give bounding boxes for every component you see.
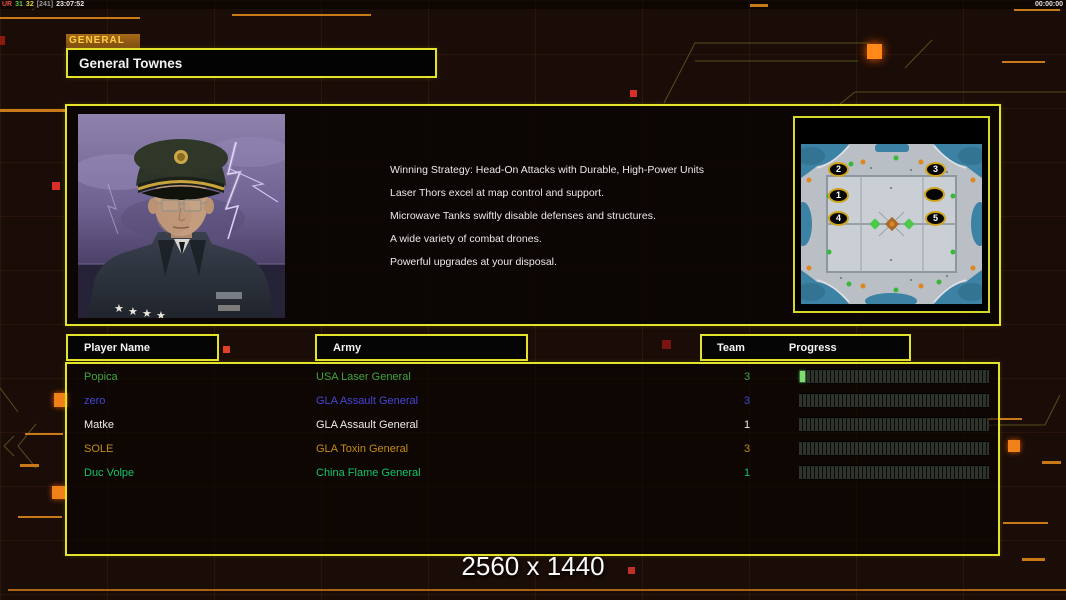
strategy-line: Winning Strategy: Head-On Attacks with D… — [390, 164, 704, 176]
general-portrait: ★ ★ ★ ★ — [72, 114, 290, 322]
fps-overlay: UR 31 32 [241] 23:07:52 — [2, 1, 84, 8]
deco-line — [987, 418, 1022, 420]
deco-line — [750, 4, 768, 7]
player-team: 1 — [743, 466, 751, 479]
svg-text:★: ★ — [128, 305, 138, 318]
strategy-line: Laser Thors excel at map control and sup… — [390, 187, 605, 199]
minimap-position-marker — [924, 187, 945, 202]
top-strip — [0, 0, 1066, 9]
player-name: Matke — [84, 418, 114, 431]
deco-square — [52, 486, 65, 499]
player-name: Popica — [84, 370, 118, 383]
header-player-name: Player Name — [66, 334, 219, 361]
player-team: 3 — [743, 394, 751, 407]
deco-line — [1022, 558, 1045, 561]
player-team: 3 — [743, 442, 751, 455]
player-name: zero — [84, 394, 106, 407]
load-progress-bar — [799, 369, 989, 384]
player-army: GLA Assault General — [316, 418, 419, 431]
player-army: GLA Toxin General — [316, 442, 409, 455]
player-row: zero GLA Assault General 3 — [67, 389, 998, 412]
game-timer: 00:00:00 — [1034, 1, 1063, 8]
minimap-position-marker: 1 — [828, 188, 849, 203]
load-progress-bar — [799, 393, 989, 408]
minimap-position-marker: 3 — [925, 162, 946, 177]
header-army-label: Army — [333, 341, 362, 354]
minimap-panel: 2 3 1 4 5 — [793, 116, 990, 313]
player-army: USA Laser General — [316, 370, 411, 383]
fps-overlay-segment: [241] — [36, 1, 54, 8]
deco-square — [52, 182, 60, 190]
deco-line — [1042, 461, 1061, 464]
deco-line — [25, 433, 63, 435]
deco-square — [630, 90, 637, 97]
svg-text:★: ★ — [142, 307, 152, 318]
deco-line — [1003, 522, 1048, 524]
player-army: GLA Assault General — [316, 394, 419, 407]
header-player-name-label: Player Name — [84, 341, 151, 354]
deco-line — [0, 109, 66, 112]
deco-line — [18, 516, 62, 518]
player-name: Duc Volpe — [84, 466, 135, 479]
general-tab-label: GENERAL — [66, 34, 140, 48]
player-row: Duc Volpe China Flame General 1 — [67, 461, 998, 484]
deco-square — [0, 36, 5, 45]
deco-square — [662, 340, 671, 349]
strategy-line: A wide variety of combat drones. — [390, 233, 542, 245]
load-progress-fill — [800, 371, 805, 382]
player-army: China Flame General — [316, 466, 421, 479]
load-progress-bar — [799, 441, 989, 456]
fps-overlay-segment: UR — [2, 1, 13, 8]
player-row: Popica USA Laser General 3 — [67, 365, 998, 388]
deco-square — [628, 567, 635, 574]
load-progress-bar — [799, 465, 989, 480]
header-progress-label: Progress — [788, 341, 837, 354]
general-portrait-image: ★ ★ ★ ★ — [72, 114, 290, 322]
deco-line — [20, 464, 39, 467]
strategy-line: Powerful upgrades at your disposal. — [390, 256, 557, 268]
deco-line — [0, 17, 140, 19]
player-name: SOLE — [84, 442, 114, 455]
player-team: 3 — [743, 370, 751, 383]
fps-overlay-segment: 31 — [15, 1, 23, 8]
header-team-label: Team — [717, 341, 745, 354]
deco-square — [223, 346, 230, 353]
player-team: 1 — [743, 418, 751, 431]
header-team-progress: Team Progress — [700, 334, 911, 361]
strategy-line: Microwave Tanks swiftly disable defenses… — [390, 210, 656, 222]
general-name: General Townes — [79, 56, 183, 71]
deco-square — [54, 393, 68, 407]
deco-square — [1008, 440, 1020, 452]
minimap-position-marker: 5 — [925, 211, 946, 226]
deco-line — [8, 589, 1066, 591]
svg-text:★: ★ — [114, 302, 124, 315]
player-table: Popica USA Laser General 3 zero GLA Assa… — [65, 362, 1000, 556]
fps-overlay-segment: 32 — [25, 1, 34, 8]
minimap-position-marker: 2 — [828, 162, 849, 177]
resolution-label: 2560 x 1440 — [461, 551, 605, 581]
player-row: SOLE GLA Toxin General 3 — [67, 437, 998, 460]
svg-text:★: ★ — [156, 309, 166, 318]
strategy-text: Winning Strategy: Head-On Attacks with D… — [390, 164, 810, 279]
minimap-position-marker: 4 — [828, 211, 849, 226]
fps-overlay-segment: 23:07:52 — [56, 1, 85, 8]
deco-line — [1014, 9, 1060, 11]
player-row: Matke GLA Assault General 1 — [67, 413, 998, 436]
deco-line — [1002, 61, 1045, 63]
general-name-box: General Townes — [66, 48, 437, 78]
deco-line — [232, 14, 371, 16]
deco-square — [867, 44, 882, 59]
header-army: Army — [315, 334, 528, 361]
load-progress-bar — [799, 417, 989, 432]
